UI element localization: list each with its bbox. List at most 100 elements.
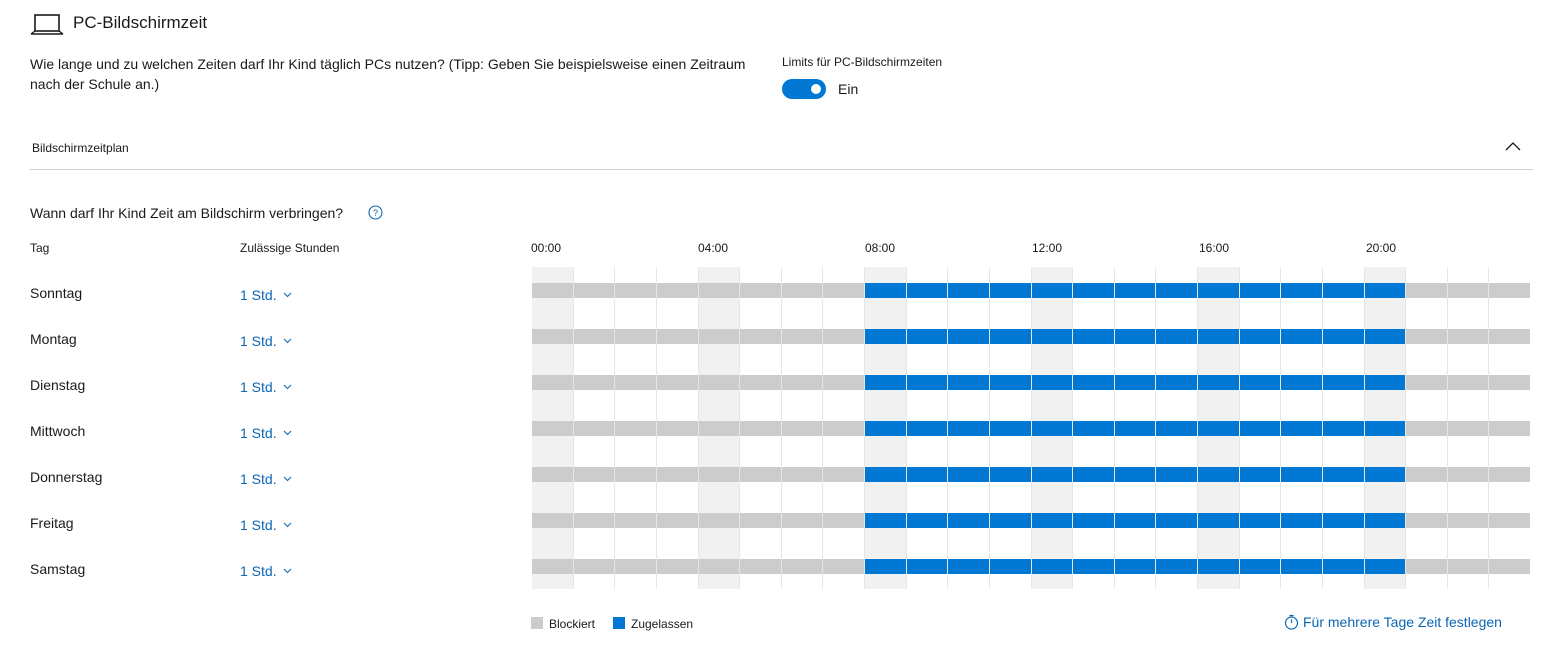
time-slot-allowed[interactable] (1073, 513, 1114, 528)
time-slot-allowed[interactable] (1281, 467, 1322, 482)
time-slot-allowed[interactable] (865, 467, 906, 482)
time-slot-allowed[interactable] (1364, 283, 1406, 298)
time-slot-allowed[interactable] (1156, 283, 1197, 298)
time-slot-blocked[interactable] (1406, 559, 1447, 574)
time-slot-blocked[interactable] (823, 559, 864, 574)
time-slot-blocked[interactable] (615, 329, 656, 344)
time-slot-blocked[interactable] (656, 283, 698, 298)
time-slot-blocked[interactable] (781, 421, 823, 436)
time-slot-blocked[interactable] (1447, 513, 1489, 528)
time-slot-allowed[interactable] (906, 559, 948, 574)
time-slot-allowed[interactable] (1281, 375, 1322, 390)
hours-select-montag[interactable]: 1 Std. (240, 333, 292, 349)
time-slot-allowed[interactable] (1239, 421, 1281, 436)
time-slot-blocked[interactable] (823, 283, 864, 298)
time-slot-allowed[interactable] (1031, 375, 1073, 390)
time-slot-blocked[interactable] (1406, 375, 1447, 390)
time-slot-allowed[interactable] (1114, 421, 1156, 436)
time-slot-allowed[interactable] (1156, 375, 1197, 390)
time-slot-blocked[interactable] (823, 421, 864, 436)
time-slot-blocked[interactable] (1447, 421, 1489, 436)
time-slot-blocked[interactable] (656, 513, 698, 528)
time-slot-allowed[interactable] (1073, 283, 1114, 298)
time-slot-blocked[interactable] (615, 421, 656, 436)
time-slot-blocked[interactable] (1489, 513, 1530, 528)
time-slot-allowed[interactable] (865, 421, 906, 436)
time-slot-blocked[interactable] (1406, 329, 1447, 344)
time-slot-blocked[interactable] (532, 283, 573, 298)
time-slot-allowed[interactable] (1239, 329, 1281, 344)
time-slot-blocked[interactable] (1406, 513, 1447, 528)
time-slot-blocked[interactable] (823, 375, 864, 390)
time-slot-allowed[interactable] (1281, 283, 1322, 298)
time-slot-blocked[interactable] (1447, 467, 1489, 482)
time-slot-allowed[interactable] (1114, 329, 1156, 344)
time-slot-blocked[interactable] (656, 329, 698, 344)
time-slot-blocked[interactable] (781, 467, 823, 482)
time-slot-blocked[interactable] (1447, 329, 1489, 344)
time-slot-allowed[interactable] (1364, 559, 1406, 574)
time-slot-blocked[interactable] (1406, 467, 1447, 482)
time-slot-allowed[interactable] (1239, 283, 1281, 298)
time-slot-allowed[interactable] (1031, 329, 1073, 344)
time-slot-blocked[interactable] (1489, 421, 1530, 436)
time-slot-blocked[interactable] (781, 283, 823, 298)
time-slot-blocked[interactable] (1406, 283, 1447, 298)
time-slot-blocked[interactable] (740, 375, 781, 390)
time-slot-allowed[interactable] (1239, 513, 1281, 528)
time-slot-allowed[interactable] (1281, 329, 1322, 344)
time-slot-allowed[interactable] (865, 329, 906, 344)
time-slot-blocked[interactable] (573, 375, 615, 390)
time-slot-blocked[interactable] (532, 467, 573, 482)
time-slot-allowed[interactable] (1364, 329, 1406, 344)
time-slot-allowed[interactable] (989, 421, 1031, 436)
time-slot-allowed[interactable] (1364, 467, 1406, 482)
time-slot-allowed[interactable] (989, 467, 1031, 482)
time-slot-allowed[interactable] (906, 513, 948, 528)
time-slot-allowed[interactable] (989, 375, 1031, 390)
time-slot-blocked[interactable] (532, 513, 573, 528)
time-slot-allowed[interactable] (948, 559, 989, 574)
time-slot-allowed[interactable] (948, 375, 989, 390)
time-slot-blocked[interactable] (615, 283, 656, 298)
time-slot-allowed[interactable] (1322, 467, 1364, 482)
time-slot-blocked[interactable] (573, 513, 615, 528)
time-slot-blocked[interactable] (698, 283, 740, 298)
time-slot-allowed[interactable] (989, 283, 1031, 298)
time-slot-allowed[interactable] (1364, 513, 1406, 528)
time-slot-blocked[interactable] (1489, 559, 1530, 574)
time-slot-allowed[interactable] (1322, 559, 1364, 574)
time-slot-allowed[interactable] (1073, 421, 1114, 436)
time-slot-blocked[interactable] (698, 329, 740, 344)
time-slot-allowed[interactable] (865, 559, 906, 574)
time-slot-blocked[interactable] (1489, 329, 1530, 344)
time-slot-allowed[interactable] (1031, 421, 1073, 436)
time-slot-blocked[interactable] (656, 559, 698, 574)
time-slot-allowed[interactable] (948, 513, 989, 528)
time-slot-blocked[interactable] (1489, 283, 1530, 298)
time-slot-allowed[interactable] (1114, 283, 1156, 298)
time-slot-blocked[interactable] (1489, 467, 1530, 482)
hours-select-freitag[interactable]: 1 Std. (240, 517, 292, 533)
time-slot-allowed[interactable] (948, 329, 989, 344)
time-slot-allowed[interactable] (989, 513, 1031, 528)
time-slot-blocked[interactable] (740, 467, 781, 482)
time-slot-allowed[interactable] (1322, 329, 1364, 344)
time-slot-blocked[interactable] (615, 559, 656, 574)
time-slot-blocked[interactable] (740, 421, 781, 436)
time-slot-allowed[interactable] (1073, 559, 1114, 574)
time-slot-allowed[interactable] (1322, 283, 1364, 298)
time-slot-blocked[interactable] (656, 467, 698, 482)
time-slot-blocked[interactable] (1447, 559, 1489, 574)
time-slot-allowed[interactable] (1198, 283, 1239, 298)
time-slot-allowed[interactable] (1322, 513, 1364, 528)
help-circle-icon[interactable]: ? (368, 205, 383, 220)
time-slot-allowed[interactable] (1073, 375, 1114, 390)
time-slot-allowed[interactable] (906, 375, 948, 390)
time-slot-allowed[interactable] (1073, 467, 1114, 482)
chevron-up-icon[interactable] (1505, 141, 1521, 151)
time-slot-blocked[interactable] (740, 513, 781, 528)
schedule-section-header[interactable]: Bildschirmzeitplan (30, 126, 1533, 170)
time-slot-blocked[interactable] (573, 421, 615, 436)
time-slot-blocked[interactable] (781, 513, 823, 528)
